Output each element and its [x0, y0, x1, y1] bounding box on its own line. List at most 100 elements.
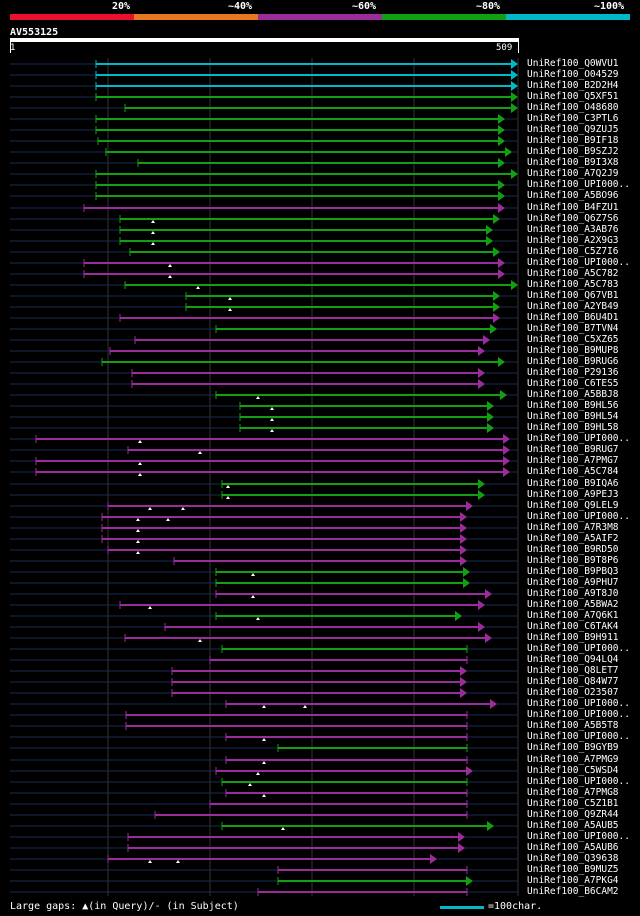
- hit-label[interactable]: UniRef100_A5C782: [527, 268, 619, 279]
- hit-label[interactable]: UniRef100_A3AB76: [527, 224, 619, 235]
- hit-label[interactable]: UniRef100_B6U4D1: [527, 312, 619, 323]
- hit-label[interactable]: UniRef100_UPI000..: [527, 511, 630, 522]
- hit-arrow: [460, 534, 467, 544]
- hit-label[interactable]: UniRef100_A9T8J0: [527, 588, 619, 599]
- hit-label[interactable]: UniRef100_B9MUP8: [527, 345, 619, 356]
- hit-arrow: [485, 589, 492, 599]
- hit-label[interactable]: UniRef100_UPI000..: [527, 643, 630, 654]
- hit-label[interactable]: UniRef100_B9HL58: [527, 422, 619, 433]
- hit-label[interactable]: UniRef100_C3PTL6: [527, 113, 619, 124]
- query-gap-marker: [181, 507, 185, 510]
- hit-arrow: [498, 258, 505, 268]
- hit-label[interactable]: UniRef100_UPI000..: [527, 731, 630, 742]
- hit-label[interactable]: UniRef100_A7R3M8: [527, 522, 619, 533]
- hit-label[interactable]: UniRef100_C5XZ65: [527, 334, 619, 345]
- hit-label[interactable]: UniRef100_A7PMG7: [527, 455, 619, 466]
- hit-label[interactable]: UniRef100_B4FZU1: [527, 202, 619, 213]
- query-gap-marker: [176, 860, 180, 863]
- hit-arrow: [487, 412, 494, 422]
- query-start-label: 1: [10, 43, 16, 53]
- hit-label[interactable]: UniRef100_Q94LQ4: [527, 654, 619, 665]
- hit-label[interactable]: UniRef100_A5BBJ8: [527, 389, 619, 400]
- hit-label[interactable]: UniRef100_A5C784: [527, 466, 619, 477]
- hit-label[interactable]: UniRef100_B9HL56: [527, 400, 619, 411]
- query-gap-marker: [228, 297, 232, 300]
- query-gap-marker: [151, 220, 155, 223]
- hit-label[interactable]: UniRef100_UPI000..: [527, 776, 630, 787]
- hit-label[interactable]: UniRef100_A7PMG9: [527, 754, 619, 765]
- hit-label[interactable]: UniRef100_UPI000..: [527, 831, 630, 842]
- hit-label[interactable]: UniRef100_B9H911: [527, 632, 619, 643]
- legend-seg-20: [10, 14, 134, 20]
- hit-label[interactable]: UniRef100_UPI000..: [527, 179, 630, 190]
- hit-label[interactable]: UniRef100_O23507: [527, 687, 619, 698]
- hit-label[interactable]: UniRef100_A5AIF2: [527, 533, 619, 544]
- hit-arrow: [511, 169, 518, 179]
- hit-label[interactable]: UniRef100_A5AUB5: [527, 820, 619, 831]
- hit-label[interactable]: UniRef100_B2D2H4: [527, 80, 619, 91]
- hit-label[interactable]: UniRef100_C5Z7I6: [527, 246, 619, 257]
- hit-label[interactable]: UniRef100_UPI000..: [527, 698, 630, 709]
- hit-label[interactable]: UniRef100_Q9ZUJ5: [527, 124, 619, 135]
- hit-label[interactable]: UniRef100_B9HL54: [527, 411, 619, 422]
- hit-label[interactable]: UniRef100_Q8LET7: [527, 665, 619, 676]
- hit-label[interactable]: UniRef100_A9PEJ3: [527, 489, 619, 500]
- hit-label[interactable]: UniRef100_A7PKG4: [527, 875, 619, 886]
- hit-label[interactable]: UniRef100_A7PMG8: [527, 787, 619, 798]
- hit-label[interactable]: UniRef100_Q9LEL9: [527, 500, 619, 511]
- hit-label[interactable]: UniRef100_B9GYB9: [527, 742, 619, 753]
- hit-label[interactable]: UniRef100_A2X9G3: [527, 235, 619, 246]
- hit-label[interactable]: UniRef100_B9SZJ2: [527, 146, 619, 157]
- hit-label[interactable]: UniRef100_Q67VB1: [527, 290, 619, 301]
- hit-label[interactable]: UniRef100_B9MUZ5: [527, 864, 619, 875]
- hit-label[interactable]: UniRef100_B7TVN4: [527, 323, 619, 334]
- hit-label[interactable]: UniRef100_A5AUB6: [527, 842, 619, 853]
- hit-arrow: [490, 699, 497, 709]
- hit-label[interactable]: UniRef100_B9RUG7: [527, 444, 619, 455]
- hit-arrow: [466, 766, 473, 776]
- hit-label[interactable]: UniRef100_C6TAK4: [527, 621, 619, 632]
- hit-label[interactable]: UniRef100_UPI000..: [527, 433, 630, 444]
- hit-label[interactable]: UniRef100_A5BWA2: [527, 599, 619, 610]
- hit-arrow: [493, 214, 500, 224]
- hit-label[interactable]: UniRef100_Q9ZR44: [527, 809, 619, 820]
- hit-label[interactable]: UniRef100_A9PHU7: [527, 577, 619, 588]
- hit-label[interactable]: UniRef100_B9RD50: [527, 544, 619, 555]
- query-gap-marker: [151, 242, 155, 245]
- hit-label[interactable]: UniRef100_Q84W77: [527, 676, 619, 687]
- query-gap-marker: [198, 451, 202, 454]
- hit-arrow: [511, 81, 518, 91]
- hit-label[interactable]: UniRef100_A5B5T8: [527, 720, 619, 731]
- hit-label[interactable]: UniRef100_B9T8P6: [527, 555, 619, 566]
- hit-label[interactable]: UniRef100_C5Z1B1: [527, 798, 619, 809]
- hit-label[interactable]: UniRef100_A7Q2J9: [527, 168, 619, 179]
- hit-label[interactable]: UniRef100_P29136: [527, 367, 619, 378]
- query-gap-marker: [281, 827, 285, 830]
- hit-label[interactable]: UniRef100_UPI000..: [527, 709, 630, 720]
- hit-label[interactable]: UniRef100_B9IQA6: [527, 478, 619, 489]
- hit-arrow: [498, 158, 505, 168]
- hit-label[interactable]: UniRef100_A7Q6K1: [527, 610, 619, 621]
- hit-label[interactable]: UniRef100_B9IF18: [527, 135, 619, 146]
- query-gap-marker: [136, 551, 140, 554]
- hit-label[interactable]: UniRef100_A2YB49: [527, 301, 619, 312]
- hit-arrow: [498, 180, 505, 190]
- hit-label[interactable]: UniRef100_A5BO96: [527, 190, 619, 201]
- hit-label[interactable]: UniRef100_B9PBQ3: [527, 566, 619, 577]
- hit-label[interactable]: UniRef100_Q6Z7S6: [527, 213, 619, 224]
- hit-label[interactable]: UniRef100_C6TES5: [527, 378, 619, 389]
- hit-label[interactable]: UniRef100_O48680: [527, 102, 619, 113]
- hit-arrow: [486, 225, 493, 235]
- hit-label[interactable]: UniRef100_A5C783: [527, 279, 619, 290]
- hit-label[interactable]: UniRef100_Q5XF51: [527, 91, 619, 102]
- hit-arrow: [498, 191, 505, 201]
- hit-label[interactable]: UniRef100_B9RUG6: [527, 356, 619, 367]
- hit-arrow: [460, 556, 467, 566]
- hit-label[interactable]: UniRef100_B6CAM2: [527, 886, 619, 897]
- hit-label[interactable]: UniRef100_B9I3X8: [527, 157, 619, 168]
- hit-label[interactable]: UniRef100_O04529: [527, 69, 619, 80]
- hit-label[interactable]: UniRef100_Q0WVU1: [527, 58, 619, 69]
- hit-label[interactable]: UniRef100_Q39638: [527, 853, 619, 864]
- hit-label[interactable]: UniRef100_UPI000..: [527, 257, 630, 268]
- hit-label[interactable]: UniRef100_C5WSD4: [527, 765, 619, 776]
